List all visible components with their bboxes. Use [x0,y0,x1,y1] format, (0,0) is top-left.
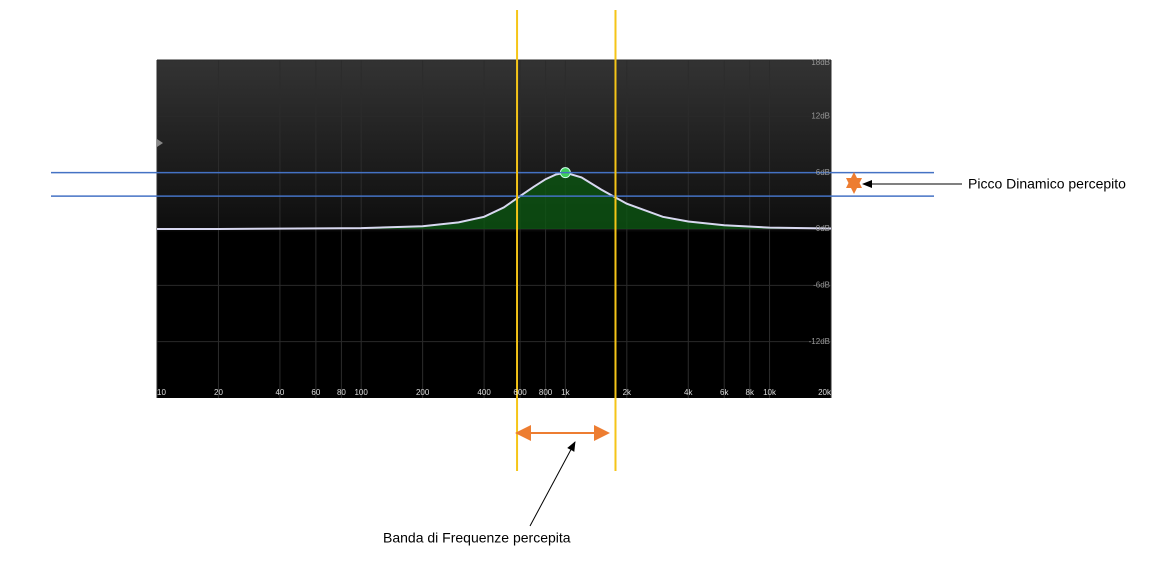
x-tick-label: 100 [354,388,368,397]
x-tick-label: 400 [477,388,491,397]
x-tick-label: 20 [214,388,223,397]
x-tick-label: 20k [818,388,832,397]
pointer-arrow [529,441,576,527]
x-tick-label: 2k [623,388,632,397]
overlay [51,10,934,471]
y-tick-label: 6dB [816,168,830,177]
curve [157,171,832,230]
area [157,172,831,229]
x-tick-label: 6k [720,388,729,397]
x-tick-label: 1k [561,388,570,397]
x-tick-label: 40 [275,388,284,397]
annotation: Banda di Frequenze percepita [383,530,571,546]
y-tick-label: -12dB [809,337,830,346]
x-tick-label: 200 [416,388,430,397]
x-tick-label: 4k [684,388,693,397]
x-tick-label: 10 [157,388,166,397]
y-tick-label: 18dB [811,58,830,67]
x-tick-label: 8k [746,388,755,397]
x-tick-label: 800 [539,388,553,397]
x-tick-label: 80 [337,388,346,397]
handle [157,139,163,147]
x-tick-label: 10k [763,388,777,397]
annotation: Picco Dinamico percepito [968,176,1126,192]
x-tick-label: 60 [311,388,320,397]
y-tick-label: -6dB [813,280,830,289]
y-tick-label: 0dB [816,224,830,233]
y-tick-label: 12dB [811,111,830,120]
x-tick-label: 600 [513,388,527,397]
